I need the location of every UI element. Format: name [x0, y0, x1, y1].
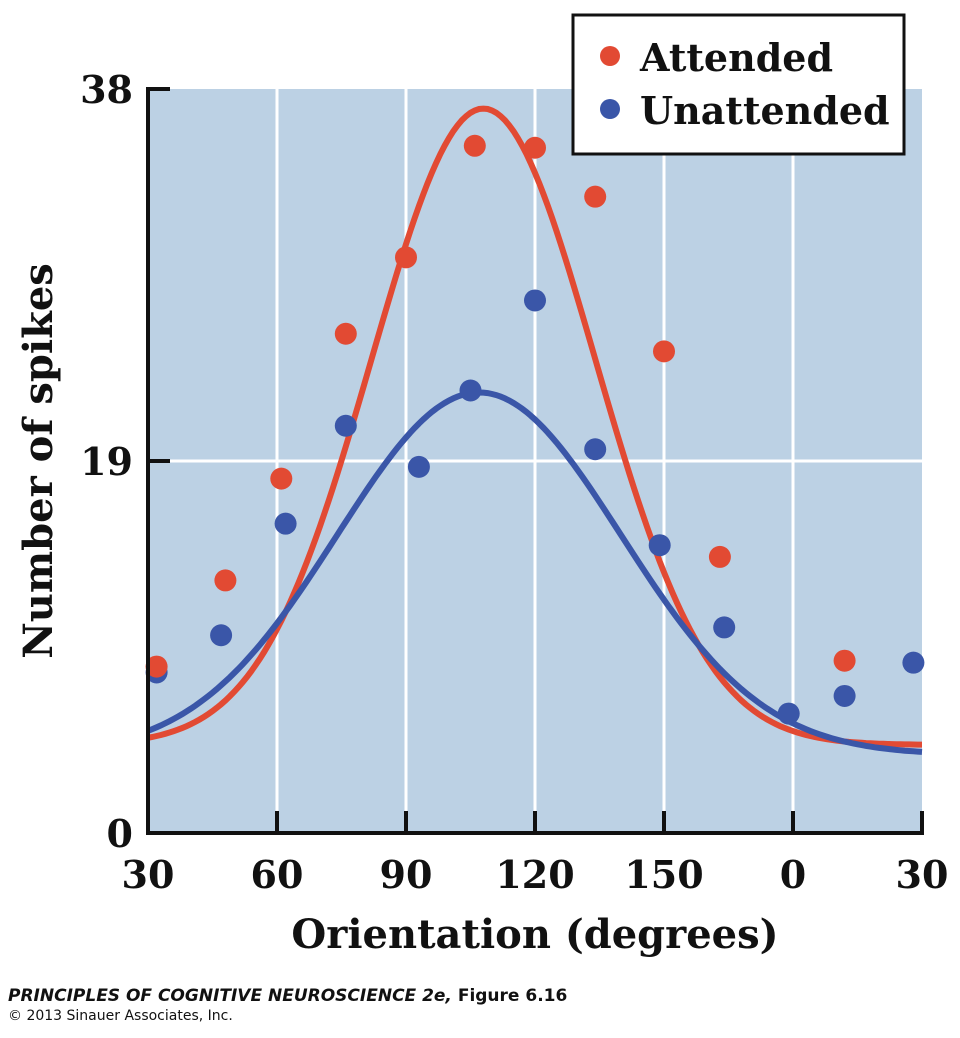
y-tick-label: 38	[80, 67, 133, 112]
legend: Attended Unattended	[571, 13, 906, 156]
caption-figure-number: Figure 6.16	[451, 986, 568, 1006]
data-point-unattended	[713, 616, 736, 639]
data-point-attended	[145, 655, 168, 678]
y-axis-title: Number of spikes	[15, 263, 62, 659]
fit-curve-attended	[147, 105, 922, 748]
figure-caption: PRINCIPLES OF COGNITIVE NEUROSCIENCE 2e,…	[8, 986, 567, 1024]
legend-box	[571, 13, 906, 156]
caption-book-title: PRINCIPLES OF COGNITIVE NEUROSCIENCE 2e,	[8, 986, 452, 1006]
data-point-unattended	[524, 289, 546, 312]
x-axis-title: Orientation (degrees)	[291, 911, 778, 958]
data-point-unattended	[334, 414, 357, 437]
caption-title: PRINCIPLES OF COGNITIVE NEUROSCIENCE 2e,…	[8, 986, 567, 1006]
data-point-attended	[653, 340, 675, 363]
x-tick-label: 30	[896, 852, 949, 897]
data-point-unattended	[210, 624, 233, 647]
data-point-unattended	[648, 534, 671, 557]
caption-copyright: © 2013 Sinauer Associates, Inc.	[8, 1008, 233, 1024]
grid-lines	[148, 89, 922, 833]
data-points	[145, 134, 925, 725]
data-point-unattended	[407, 455, 430, 478]
data-point-attended	[584, 185, 607, 208]
y-tick-label: 0	[107, 811, 133, 856]
legend-marker-attended	[600, 46, 620, 66]
data-point-unattended	[902, 651, 925, 674]
legend-marker-unattended	[600, 99, 620, 119]
x-tick-label: 150	[624, 852, 703, 897]
legend-label-attended: Attended	[639, 35, 833, 80]
data-point-attended	[463, 134, 486, 157]
data-point-attended	[708, 545, 731, 568]
data-point-unattended	[459, 379, 482, 402]
x-tick-label: 120	[495, 852, 574, 897]
data-point-attended	[270, 467, 293, 490]
x-tick-label: 90	[380, 852, 433, 897]
data-point-unattended	[833, 684, 856, 707]
data-point-unattended	[584, 438, 607, 461]
data-point-attended	[524, 136, 546, 159]
data-point-attended	[395, 246, 417, 269]
legend-label-unattended: Unattended	[640, 88, 890, 133]
data-point-unattended	[777, 702, 800, 725]
data-point-attended	[334, 322, 357, 345]
data-point-attended	[214, 569, 237, 592]
x-tick-label: 60	[251, 852, 304, 897]
data-point-unattended	[274, 512, 297, 535]
data-point-attended	[833, 649, 856, 672]
y-tick-label: 19	[80, 439, 133, 484]
x-tick-label: 30	[122, 852, 175, 897]
axes	[146, 87, 924, 835]
x-tick-labels: 30 60 90 120 150 0 30	[122, 852, 949, 897]
y-tick-labels: 0 19 38	[80, 67, 133, 856]
x-tick-label: 0	[780, 852, 806, 897]
